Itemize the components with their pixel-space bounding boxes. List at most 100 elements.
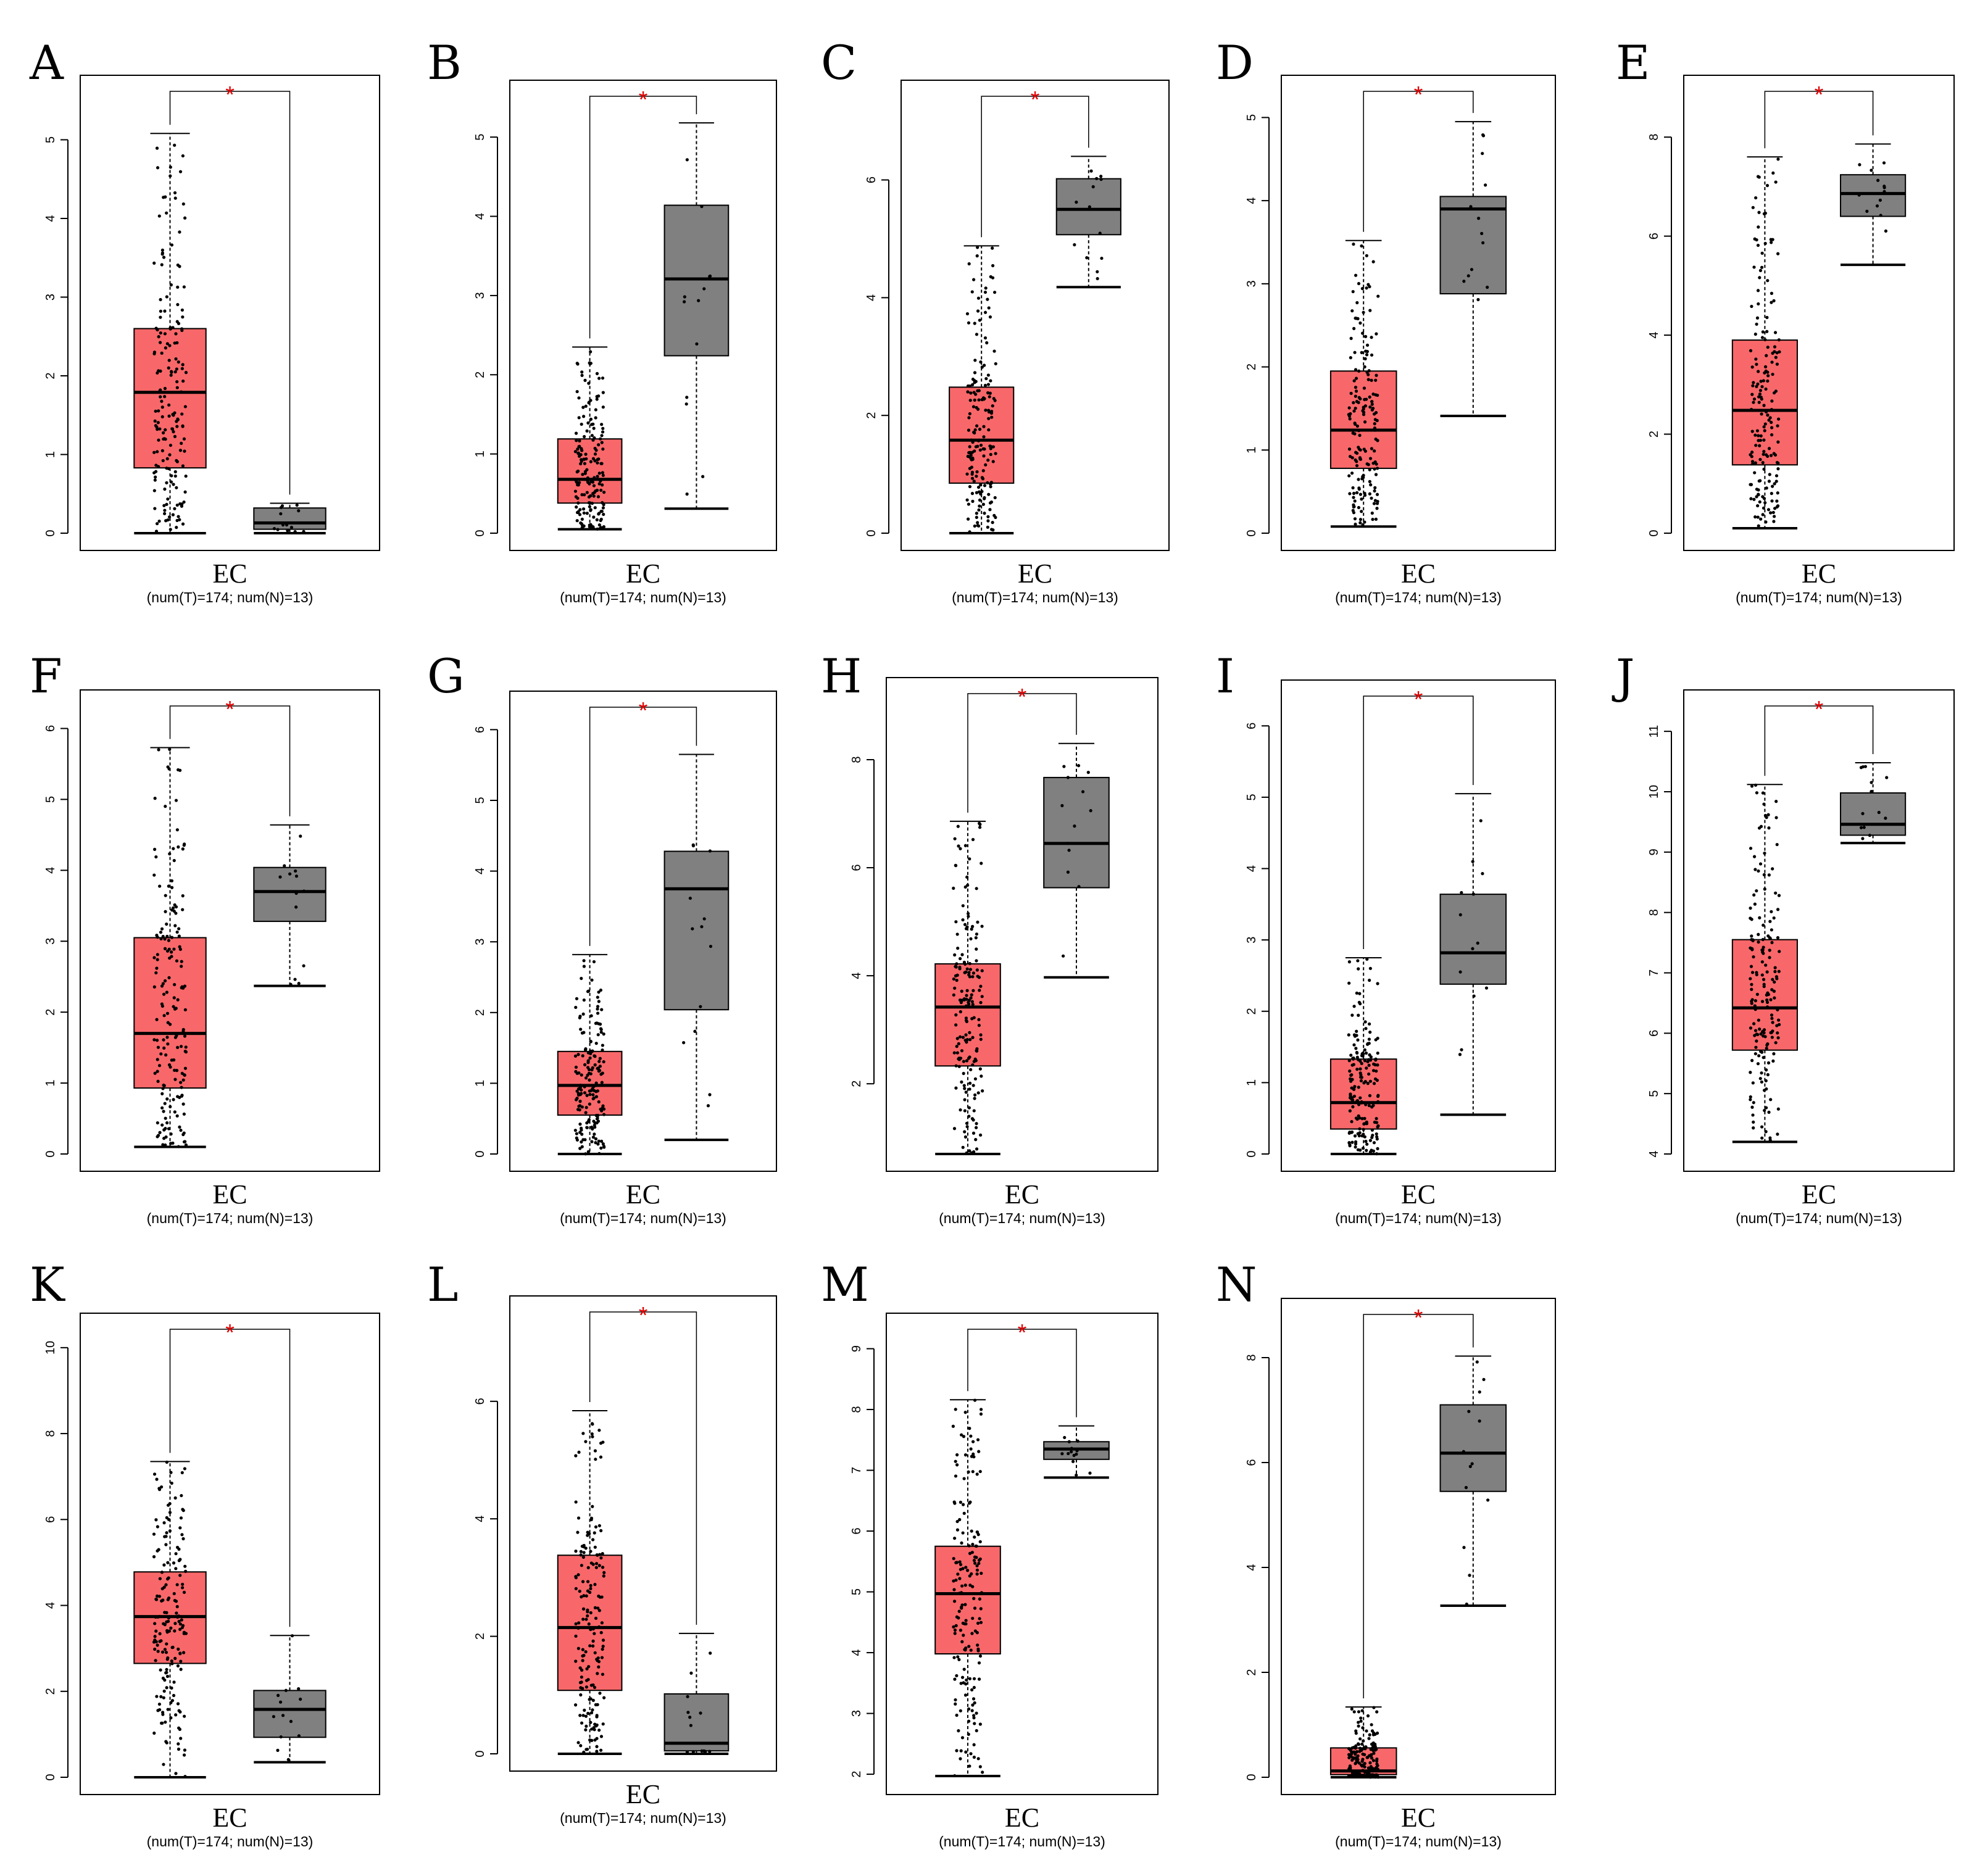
data-point (1762, 506, 1766, 510)
data-point (174, 357, 178, 361)
data-point (975, 405, 978, 410)
data-point (161, 459, 165, 463)
data-point (1367, 1058, 1371, 1061)
data-point (1360, 510, 1363, 513)
y-tick-label: 0 (1245, 529, 1258, 536)
y-tick-label: 0 (1647, 529, 1661, 536)
data-point (164, 1651, 168, 1654)
data-point (171, 513, 175, 517)
data-point (170, 1646, 174, 1650)
data-point (953, 1501, 957, 1505)
data-point (1862, 826, 1866, 829)
data-point (1375, 492, 1379, 496)
data-point (170, 950, 173, 954)
data-point (953, 837, 957, 840)
data-point (153, 419, 157, 423)
data-point (1060, 803, 1064, 808)
data-point (154, 424, 157, 428)
data-point (585, 468, 589, 471)
data-point (976, 246, 980, 249)
normal-box (1439, 121, 1507, 418)
data-point (586, 1150, 590, 1153)
data-point (153, 1635, 157, 1638)
data-point (1762, 923, 1765, 927)
data-point (288, 872, 292, 876)
data-point (164, 1543, 168, 1546)
y-tick-label: 6 (473, 1398, 487, 1405)
data-point (594, 1141, 597, 1145)
data-point (176, 1664, 180, 1668)
data-point (160, 263, 164, 267)
data-point (975, 1572, 979, 1576)
panel-letter: C (821, 35, 857, 90)
data-point (978, 1540, 982, 1543)
data-point (153, 1647, 157, 1651)
data-point (595, 371, 599, 375)
data-point (155, 966, 159, 970)
data-point (1774, 355, 1778, 359)
data-point (1355, 1750, 1359, 1754)
data-point (173, 1656, 177, 1660)
data-point (152, 261, 156, 265)
data-point (699, 1005, 702, 1008)
data-point (589, 460, 593, 463)
data-point (975, 515, 978, 519)
data-point (1374, 1038, 1378, 1042)
data-point (963, 1135, 968, 1139)
data-point (580, 1668, 584, 1672)
data-point (984, 409, 988, 412)
data-point (162, 1563, 166, 1567)
normal-points (682, 843, 713, 1108)
data-point (593, 506, 597, 510)
data-point (173, 924, 177, 928)
data-point (1776, 908, 1780, 911)
data-point (954, 1474, 958, 1478)
panel-letter: K (30, 1257, 65, 1312)
data-point (976, 1757, 980, 1761)
data-point (1366, 1714, 1370, 1718)
y-tick-label: 9 (850, 1345, 863, 1352)
data-point (184, 1045, 188, 1049)
data-point (977, 1561, 981, 1566)
data-point (179, 1045, 183, 1048)
data-point (180, 985, 184, 989)
data-point (1066, 842, 1070, 845)
data-point (577, 1450, 581, 1454)
data-point (1348, 1069, 1352, 1073)
data-point (1752, 401, 1755, 404)
data-point (576, 1626, 580, 1630)
data-point (973, 379, 976, 383)
data-point (1373, 489, 1376, 493)
data-point (591, 1093, 595, 1097)
plot-frame (886, 677, 1158, 1172)
data-point (1353, 422, 1357, 426)
data-point (593, 1545, 597, 1549)
data-point (180, 965, 183, 968)
y-tick-label: 1 (473, 450, 487, 457)
data-point (164, 894, 167, 897)
data-point (159, 1695, 163, 1699)
data-point (986, 459, 990, 462)
data-point (1361, 1769, 1365, 1772)
data-point (579, 1027, 583, 1031)
data-point (1770, 1016, 1774, 1020)
normal-points (1458, 819, 1489, 1056)
data-point (178, 170, 183, 173)
data-point (1347, 1131, 1351, 1135)
data-point (955, 1528, 960, 1532)
data-point (1348, 1109, 1352, 1113)
data-point (180, 1625, 184, 1630)
data-point (1753, 237, 1757, 241)
data-point (579, 1686, 583, 1690)
tumor-points (573, 350, 606, 531)
data-point (169, 373, 173, 377)
data-point (1484, 986, 1489, 990)
data-point (991, 246, 994, 250)
data-point (582, 959, 586, 963)
data-point (586, 421, 590, 425)
data-point (685, 492, 689, 496)
data-point (980, 365, 984, 369)
data-point (968, 1677, 972, 1680)
data-point (1760, 1125, 1764, 1129)
data-point (960, 1080, 963, 1084)
